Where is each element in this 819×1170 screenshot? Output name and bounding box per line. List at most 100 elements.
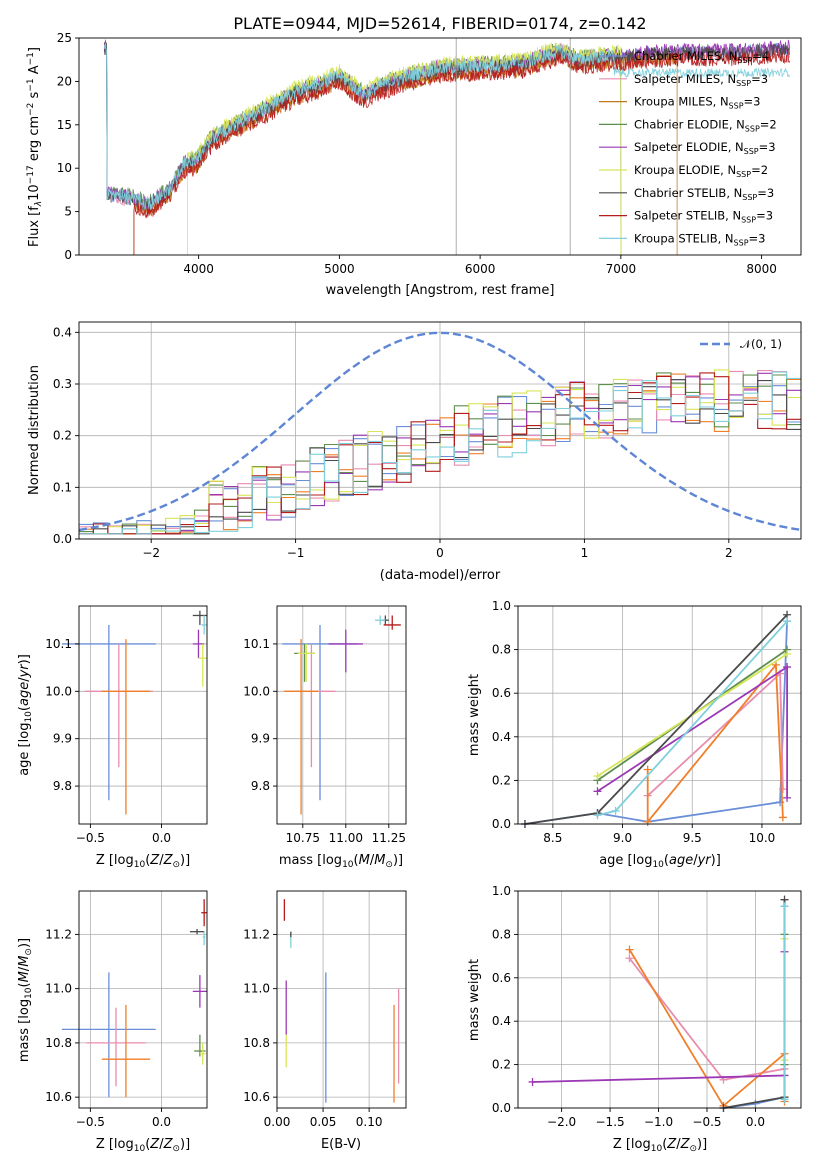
mass-age-x-label: mass [log10(M/M⊙)] <box>279 853 403 870</box>
y-tick-label: 10.1 <box>243 637 270 651</box>
x-tick-label: 0.00 <box>264 1115 291 1129</box>
y-tick-label: 0.3 <box>53 377 72 391</box>
x-tick-label: 0.0 <box>746 1115 765 1129</box>
mass-age-points <box>282 615 401 815</box>
residual-x-ticks: −2 −1 0 1 2 <box>142 539 733 560</box>
z-age-grid <box>79 606 207 824</box>
residual-histogram <box>79 379 801 535</box>
y-tick-label: 0.0 <box>53 532 72 546</box>
x-tick-label: 11.25 <box>372 831 406 845</box>
spectrum-series-line <box>103 43 790 211</box>
x-tick-label: −0.5 <box>76 1115 105 1129</box>
weight-marker <box>625 945 634 954</box>
residual-histogram <box>79 371 801 535</box>
residual-panel: −2 −1 0 1 2 0.0 0.1 0.2 0.3 0.4 (data-model)/err… <box>27 321 802 583</box>
spectrum-x-label: wavelength [Angstrom, rest frame] <box>326 283 555 298</box>
x-tick-label: 9.0 <box>613 831 632 845</box>
legend-entry: Chabrier MILES, NSSP=4 <box>634 49 769 65</box>
z-age-y-label: age [log10(age/yr)] <box>17 654 34 776</box>
spectrum-series-line <box>133 50 791 255</box>
x-tick-label: 4000 <box>183 262 214 276</box>
x-tick-label: −1.0 <box>644 1115 673 1129</box>
z-mass-points <box>61 899 207 1098</box>
ebv-mass-points <box>283 899 400 1103</box>
y-tick-label: 11.2 <box>45 927 72 941</box>
x-tick-label: 0.10 <box>356 1115 383 1129</box>
x-tick-label: 0.0 <box>152 831 171 845</box>
z-mass-frame <box>78 890 208 1109</box>
y-tick-label: 0.8 <box>492 927 511 941</box>
weight-age-x-label: age [log10(age/yr)] <box>599 853 721 870</box>
weight-age-lines <box>520 610 792 828</box>
weight-age-x-ticks: 8.5 9.0 9.5 10.0 <box>543 824 775 845</box>
y-tick-label: 0.2 <box>492 773 511 787</box>
y-tick-label: 0.2 <box>53 429 72 443</box>
mass-age-frame <box>276 605 407 825</box>
x-tick-label: −2 <box>142 546 160 560</box>
weight-z-panel: −2.0 −1.5 −1.0 −0.5 0.0 0.0 0.2 0.4 0.6 0.8 1.0 Z… <box>467 884 802 1154</box>
spectrum-y-label: Flux [fλ10−17 erg cm−2 s−1 A−1] <box>26 47 44 247</box>
y-tick-label: 1.0 <box>492 884 511 898</box>
legend-entry: Salpeter MILES, NSSP=3 <box>634 72 768 88</box>
weight-z-frame <box>517 890 802 1109</box>
weight-age-panel: 8.5 9.0 9.5 10.0 0.0 0.2 0.4 0.6 0.8 1.0 age [lo… <box>467 599 802 870</box>
x-tick-label: 5000 <box>324 262 355 276</box>
x-tick-label: 11.00 <box>329 831 363 845</box>
weight-marker <box>783 649 792 658</box>
gaussian-legend-label: 𝒩(0, 1) <box>740 337 782 351</box>
mass-age-x-ticks: 10.75 11.00 11.25 <box>286 824 406 845</box>
weight-marker <box>593 772 602 781</box>
y-tick-label: 0.6 <box>492 686 511 700</box>
y-tick-label: 10.8 <box>45 1036 72 1050</box>
weight-age-frame <box>517 605 802 825</box>
x-tick-label: 7000 <box>606 262 637 276</box>
y-tick-label: 10.8 <box>243 1036 270 1050</box>
weight-marker <box>593 811 602 820</box>
spectrum-series-line <box>133 51 678 255</box>
y-tick-label: 9.8 <box>251 779 270 793</box>
weight-marker <box>611 806 620 815</box>
z-mass-panel: −0.5 0.0 10.6 10.8 11.0 11.2 Z [log10(Z/Z⊙)]… <box>17 890 208 1154</box>
x-tick-label: 0.0 <box>152 1115 171 1129</box>
weight-series-line <box>646 662 784 825</box>
mass-age-y-ticks: 9.8 9.9 10.0 10.1 <box>243 637 277 793</box>
x-tick-label: 8.5 <box>543 831 562 845</box>
weight-marker <box>780 902 789 911</box>
y-tick-label: 0.8 <box>492 643 511 657</box>
y-tick-label: 11.0 <box>243 982 270 996</box>
x-tick-label: 9.5 <box>683 831 702 845</box>
z-age-panel: −0.5 0.0 9.8 9.9 10.0 10.1 Z [log10(Z/Z⊙)] a… <box>17 605 208 870</box>
x-tick-label: −1 <box>287 546 305 560</box>
x-tick-label: −2.0 <box>547 1115 576 1129</box>
residual-legend: 𝒩(0, 1) <box>700 337 782 351</box>
y-tick-label: 10.0 <box>243 684 270 698</box>
y-tick-label: 10 <box>57 161 72 175</box>
weight-marker <box>778 813 787 822</box>
z-mass-grid <box>79 891 207 1108</box>
spectrum-y-ticks: 0 5 10 15 20 25 <box>57 31 79 262</box>
y-tick-label: 0.4 <box>53 325 72 339</box>
y-tick-label: 9.8 <box>53 779 72 793</box>
weight-marker <box>593 787 602 796</box>
x-tick-label: 2 <box>725 546 733 560</box>
weight-z-y-label: mass weight <box>467 959 482 1041</box>
weight-marker <box>783 663 792 672</box>
z-age-points <box>61 610 207 815</box>
weight-z-y-ticks: 0.0 0.2 0.4 0.6 0.8 1.0 <box>492 884 518 1115</box>
y-tick-label: 0.6 <box>492 971 511 985</box>
y-tick-label: 25 <box>57 31 72 45</box>
weight-marker <box>778 785 787 794</box>
spectrum-panel: PLATE=0944, MJD=52614, FIBERID=0174, z=0… <box>26 14 802 298</box>
spectrum-legend: Chabrier MILES, NSSP=4 Salpeter MILES, NS… <box>599 49 777 247</box>
x-tick-label: −0.5 <box>692 1115 721 1129</box>
legend-entry: Salpeter ELODIE, NSSP=3 <box>634 140 776 156</box>
y-tick-label: 11.2 <box>243 927 270 941</box>
ebv-mass-panel: 0.00 0.05 0.10 10.6 10.8 11.0 11.2 E(B-V) <box>243 890 407 1152</box>
gaussian-curve <box>78 331 802 532</box>
x-tick-label: 0 <box>436 546 444 560</box>
y-tick-label: 10.1 <box>45 637 72 651</box>
residual-histograms <box>79 369 801 535</box>
x-tick-label: 1 <box>581 546 589 560</box>
y-tick-label: 10.0 <box>45 684 72 698</box>
residual-x-label: (data-model)/error <box>380 568 501 583</box>
